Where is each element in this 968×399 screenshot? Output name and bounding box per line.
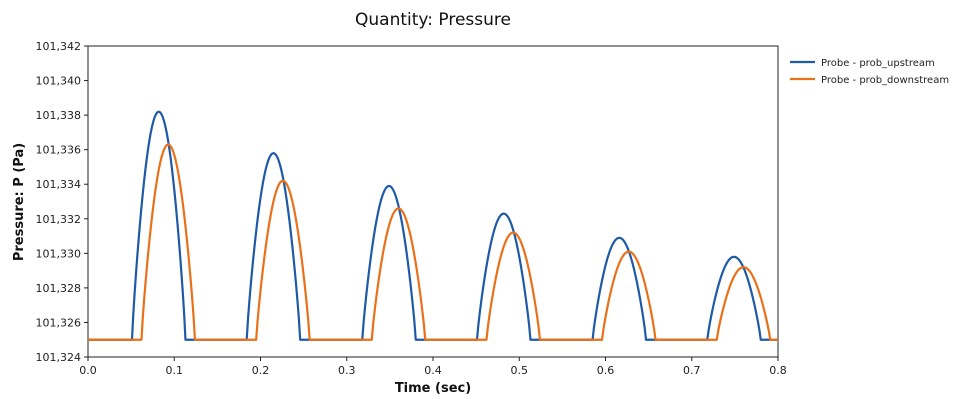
y-axis-title: Pressure: P (Pa) [12,143,27,261]
y-tick-label: 101,342 [36,40,82,53]
y-tick-label: 101,324 [36,351,82,364]
y-tick-label: 101,330 [36,247,82,260]
plot-frame [87,45,779,358]
series-group [88,110,778,341]
y-tick-label: 101,326 [36,316,82,329]
y-tick-label: 101,334 [36,178,82,191]
chart-title: Quantity: Pressure [355,10,511,30]
legend: Probe - prob_upstream Probe - prob_downst… [790,58,949,86]
series-line-0 [88,110,778,341]
x-tick-label: 0.3 [338,364,356,377]
y-tick-label: 101,332 [36,213,82,226]
x-tick-label: 0.5 [511,364,529,377]
legend-label: Probe - prob_downstream [821,75,949,86]
x-tick-label: 0.1 [166,364,184,377]
x-tick-label: 0.7 [683,364,701,377]
y-tick-label: 101,328 [36,282,82,295]
y-tick-label: 101,338 [36,109,82,122]
y-tick-label: 101,340 [36,75,82,88]
series-line-1 [88,143,778,341]
legend-label: Probe - prob_upstream [821,58,935,69]
x-tick-label: 0.4 [424,364,442,377]
x-tick-label: 0.8 [769,364,787,377]
x-axis-ticks: 0.0 0.1 0.2 0.3 0.4 0.5 0.6 0.7 0.8 [79,357,787,377]
x-tick-label: 0.6 [597,364,615,377]
y-tick-label: 101,336 [36,144,82,157]
x-tick-label: 0.0 [79,364,97,377]
x-tick-label: 0.2 [252,364,270,377]
plot-area [87,45,779,358]
x-axis-title: Time (sec) [395,381,471,396]
y-axis-ticks: 101,324 101,326 101,328 101,330 101,332 101,3… [36,40,88,364]
